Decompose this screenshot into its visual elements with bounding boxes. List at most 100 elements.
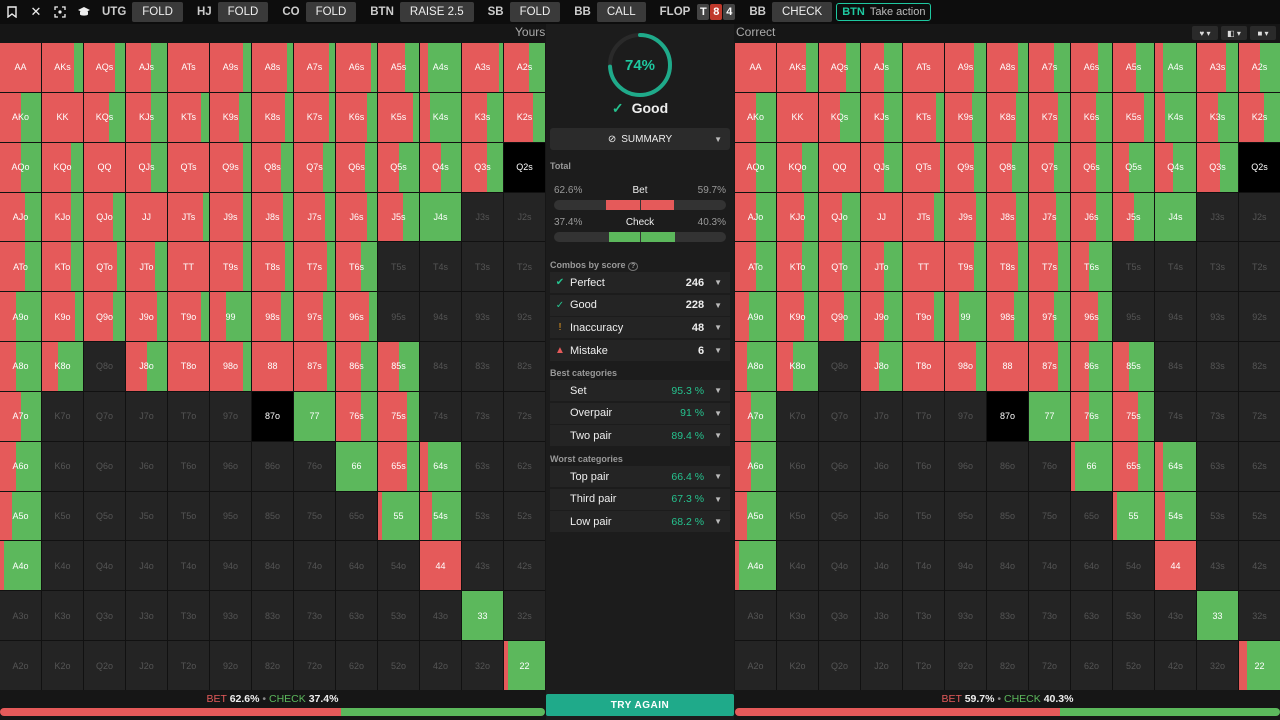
hand-cell[interactable]: T7s: [294, 242, 335, 292]
hand-cell[interactable]: Q9s: [945, 142, 986, 192]
hand-cell[interactable]: AQs: [84, 43, 125, 92]
hand-cell[interactable]: 83o: [252, 591, 293, 641]
hand-cell[interactable]: T6s: [336, 242, 377, 292]
hand-cell[interactable]: 88: [252, 342, 293, 391]
hand-cell[interactable]: A7o: [0, 391, 41, 441]
hand-cell[interactable]: 53o: [1113, 591, 1154, 641]
hand-cell[interactable]: K4o: [42, 541, 83, 591]
category-row[interactable]: Set 95.3 % ▼: [550, 380, 730, 401]
hand-cell[interactable]: A3o: [0, 591, 41, 641]
hand-cell[interactable]: KJs: [126, 92, 167, 142]
category-row[interactable]: ▲ Mistake 6 ▼: [550, 340, 730, 362]
hand-cell[interactable]: K4s: [1155, 92, 1196, 142]
hand-cell[interactable]: 98s: [987, 292, 1028, 342]
hand-cell[interactable]: K3o: [42, 591, 83, 641]
action-button[interactable]: CALL: [596, 2, 646, 22]
hand-cell[interactable]: 55: [378, 491, 419, 541]
hand-cell[interactable]: A9o: [735, 292, 776, 342]
hand-cell[interactable]: 85s: [1113, 342, 1154, 391]
hand-cell[interactable]: 42s: [504, 541, 545, 591]
bb-check-action[interactable]: CHECK: [771, 2, 833, 22]
hand-cell[interactable]: 74s: [1155, 391, 1196, 441]
hand-cell[interactable]: QJs: [861, 142, 902, 192]
hand-cell[interactable]: AQs: [819, 43, 860, 92]
hand-cell[interactable]: 65s: [378, 441, 419, 491]
hand-cell[interactable]: 66: [1071, 441, 1112, 491]
try-again-button[interactable]: TRY AGAIN: [546, 694, 734, 716]
hand-cell[interactable]: Q8o: [819, 342, 860, 391]
hand-cell[interactable]: 93o: [945, 591, 986, 641]
action-button[interactable]: FOLD: [305, 2, 357, 22]
hand-cell[interactable]: K4s: [420, 92, 461, 142]
hand-cell[interactable]: QJs: [126, 142, 167, 192]
hand-cell[interactable]: 86o: [252, 441, 293, 491]
hand-cell[interactable]: 96o: [210, 441, 251, 491]
hand-cell[interactable]: 76o: [294, 441, 335, 491]
hand-cell[interactable]: 99: [210, 292, 251, 342]
hand-cell[interactable]: 82o: [252, 641, 293, 690]
hand-cell[interactable]: T5s: [378, 242, 419, 292]
hand-cell[interactable]: 73o: [294, 591, 335, 641]
hand-cell[interactable]: KTs: [168, 92, 209, 142]
hand-cell[interactable]: K8o: [42, 342, 83, 391]
hand-cell[interactable]: 88: [987, 342, 1028, 391]
hand-cell[interactable]: K9s: [945, 92, 986, 142]
hand-cell[interactable]: J5s: [1113, 192, 1154, 242]
hand-cell[interactable]: 95s: [1113, 292, 1154, 342]
help-icon[interactable]: ?: [628, 262, 639, 271]
hand-cell[interactable]: Q5o: [819, 491, 860, 541]
hand-cell[interactable]: 93s: [462, 292, 503, 342]
action-button[interactable]: RAISE 2.5: [399, 2, 474, 22]
hand-cell[interactable]: J4s: [420, 192, 461, 242]
hand-cell[interactable]: A9s: [210, 43, 251, 92]
hand-cell[interactable]: 75o: [294, 491, 335, 541]
hand-cell[interactable]: 32o: [462, 641, 503, 690]
hand-cell[interactable]: AQo: [0, 142, 41, 192]
hand-cell[interactable]: A8s: [987, 43, 1028, 92]
hand-cell[interactable]: ATo: [0, 242, 41, 292]
split-view-icon[interactable]: ◧ ▾: [1221, 26, 1247, 40]
hand-cell[interactable]: Q7s: [294, 142, 335, 192]
hand-cell[interactable]: 76o: [1029, 441, 1070, 491]
summary-dropdown[interactable]: ⊘ SUMMARY ▼: [550, 128, 730, 150]
hand-cell[interactable]: 64o: [336, 541, 377, 591]
graduation-cap-icon[interactable]: [72, 0, 96, 24]
hand-cell[interactable]: 32o: [1197, 641, 1238, 690]
hand-cell[interactable]: 65o: [1071, 491, 1112, 541]
hand-cell[interactable]: J2o: [861, 641, 902, 690]
hand-cell[interactable]: 84s: [420, 342, 461, 391]
hand-cell[interactable]: 84o: [987, 541, 1028, 591]
hand-cell[interactable]: AJo: [735, 192, 776, 242]
hand-cell[interactable]: T2o: [168, 641, 209, 690]
hand-cell[interactable]: K3o: [777, 591, 818, 641]
hand-cell[interactable]: 63o: [336, 591, 377, 641]
hand-cell[interactable]: 82s: [504, 342, 545, 391]
hand-cell[interactable]: A8o: [0, 342, 41, 391]
hand-cell[interactable]: 43s: [462, 541, 503, 591]
hand-cell[interactable]: A8s: [252, 43, 293, 92]
hand-cell[interactable]: 83s: [462, 342, 503, 391]
hand-cell[interactable]: 32s: [504, 591, 545, 641]
hand-cell[interactable]: 75o: [1029, 491, 1070, 541]
hand-cell[interactable]: A7o: [735, 391, 776, 441]
hand-cell[interactable]: J8o: [126, 342, 167, 391]
hand-cell[interactable]: Q3o: [84, 591, 125, 641]
hand-cell[interactable]: AKo: [0, 92, 41, 142]
hand-cell[interactable]: Q6s: [1071, 142, 1112, 192]
hand-cell[interactable]: 94o: [210, 541, 251, 591]
hand-cell[interactable]: Q2s: [504, 142, 545, 192]
hand-cell[interactable]: 86s: [336, 342, 377, 391]
hand-cell[interactable]: K3s: [1197, 92, 1238, 142]
hand-cell[interactable]: 53s: [1197, 491, 1238, 541]
hand-cell[interactable]: Q2o: [84, 641, 125, 690]
hand-cell[interactable]: Q7s: [1029, 142, 1070, 192]
hand-cell[interactable]: J6o: [126, 441, 167, 491]
hand-cell[interactable]: T3s: [1197, 242, 1238, 292]
hand-cell[interactable]: 65o: [336, 491, 377, 541]
hand-cell[interactable]: J6s: [1071, 192, 1112, 242]
hand-cell[interactable]: Q9o: [84, 292, 125, 342]
hand-cell[interactable]: 54s: [420, 491, 461, 541]
hand-cell[interactable]: 83o: [987, 591, 1028, 641]
hand-cell[interactable]: Q9o: [819, 292, 860, 342]
hand-cell[interactable]: J2s: [504, 192, 545, 242]
